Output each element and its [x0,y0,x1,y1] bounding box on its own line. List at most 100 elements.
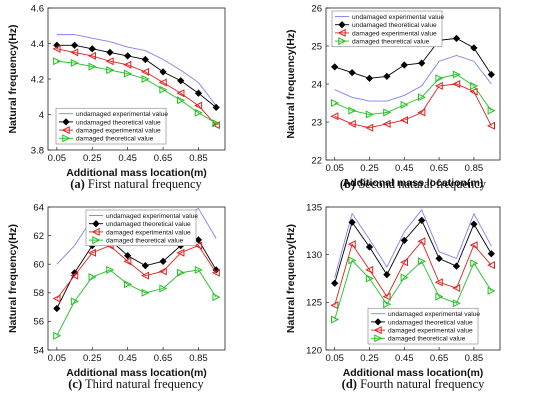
data-point [124,52,132,60]
data-point [365,110,374,119]
panel-caption-text: Second natural frequency [355,177,487,191]
x-axis-label: Additional mass location(m) [343,177,484,189]
data-point [365,123,374,132]
x-tick-label: 0.85 [189,153,208,164]
x-tick-label: 0.45 [118,353,137,364]
data-point [159,85,168,94]
panel-caption-letter: (c) [68,377,82,391]
y-tick-label: 125 [306,298,322,309]
data-point [106,66,115,75]
data-point [158,267,167,276]
legend-marker [91,227,100,236]
panel-caption: (d) Fourth natural frequency [342,377,485,391]
legend-label: undamaged theoretical value [388,319,473,326]
series-line-4 [334,259,492,320]
y-tick-label: 56 [33,317,44,328]
legend-marker [338,37,347,46]
data-point [194,101,203,110]
series-line-3 [56,245,217,299]
data-point [194,89,203,97]
x-axis-label: Additional mass location(m) [66,367,207,379]
legend-box [55,107,167,145]
data-point [141,262,149,270]
legend-label: undamaged theoretical value [106,221,191,228]
panel-caption-text: Fourth natural frequency [357,377,485,391]
data-point [487,250,495,258]
data-point [70,41,79,49]
legend-label: damaged theoretical value [352,39,430,46]
legend-label: undamaged experimental value [388,311,480,318]
data-point [53,331,62,340]
x-axis-label: Additional mass location(m) [66,167,207,179]
data-point [452,262,461,270]
data-point [194,108,203,117]
y-axis-label: Natural frequency(Hz) [7,24,19,133]
x-tick-label: 0.65 [430,353,449,364]
data-point [70,271,79,280]
y-tick-label: 130 [306,250,322,261]
legend-label: damaged experimental value [352,30,437,37]
legend-marker [92,236,101,245]
data-point [211,268,220,277]
data-point [383,72,391,81]
y-tick-label: 3.8 [31,145,44,156]
legend-marker [337,28,346,37]
x-tick-label: 0.65 [154,153,173,164]
series-line-4 [56,269,217,336]
data-point [434,81,443,90]
panel-caption-letter: (d) [342,377,357,391]
data-point [487,70,495,79]
legend-label: damaged theoretical value [106,238,184,245]
x-tick-label: 0.25 [360,353,379,364]
data-point [211,121,220,130]
data-point [417,108,426,117]
data-point [212,103,220,112]
data-point [399,258,408,267]
legend-marker [62,134,71,143]
data-point [470,81,479,90]
data-point [123,257,132,266]
panel-caption: (a) First natural frequency [70,177,202,191]
legend-marker [374,318,382,326]
data-point [452,299,461,308]
x-tick-label: 0.05 [325,353,344,364]
panel-caption-letter: (b) [340,177,355,191]
legend-marker [373,326,382,335]
data-point [470,44,478,52]
data-point [452,79,461,89]
data-point [434,278,443,287]
data-point [452,284,461,293]
y-axis-label: Natural frequency(Hz) [7,224,19,333]
series-line-1 [334,208,492,278]
data-point [417,237,426,246]
data-point [399,116,408,125]
legend-label: damaged theoretical value [76,136,154,143]
data-point [177,77,185,85]
y-tick-label: 135 [306,202,322,213]
series-line-3 [56,48,217,126]
data-point [141,288,150,297]
x-tick-label: 0.05 [325,163,344,174]
data-point [159,257,167,265]
y-tick-label: 64 [33,202,44,213]
legend-marker [61,126,70,135]
series-line-2 [334,37,492,79]
data-point [88,62,97,71]
data-point [331,315,340,324]
series-line-4 [334,74,492,115]
legend-label: undamaged experimental value [76,111,168,118]
data-point [53,41,61,49]
data-point [124,251,132,260]
y-tick-label: 4 [39,110,44,121]
series-line-1 [56,34,217,106]
x-tick-label: 0.05 [48,353,67,364]
data-point [194,265,203,274]
x-tick-label: 0.25 [83,353,102,364]
series-line-2 [334,219,492,284]
data-point [212,293,221,302]
data-point [70,297,79,306]
data-point [212,119,221,128]
data-point [87,51,96,60]
data-point [348,218,356,226]
